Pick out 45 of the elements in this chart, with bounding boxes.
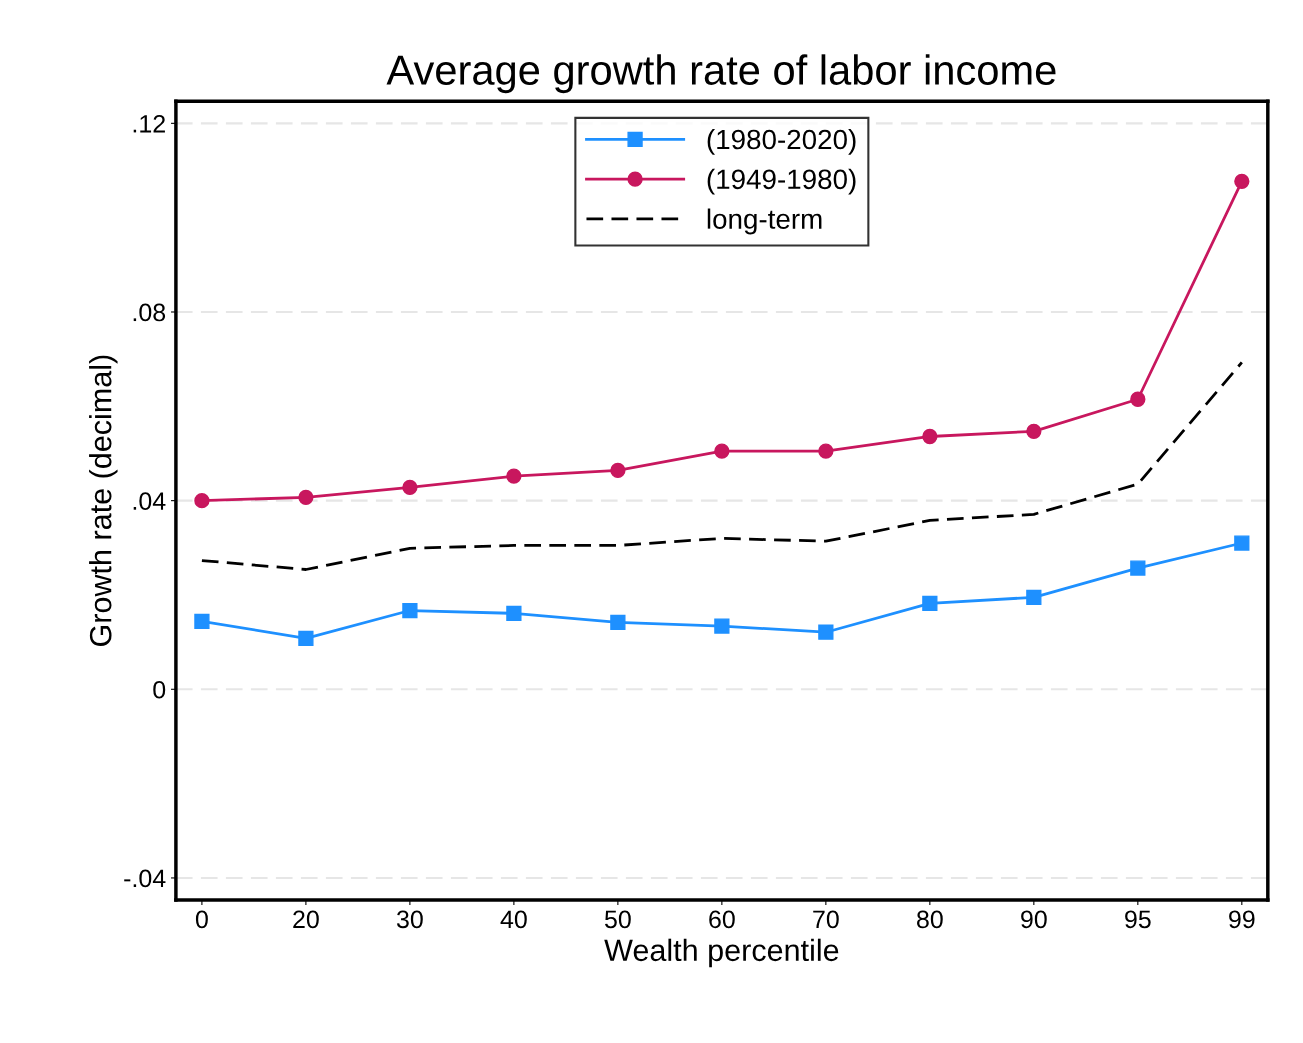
point bbox=[714, 618, 730, 634]
point bbox=[610, 614, 626, 630]
chart-title: Average growth rate of labor income bbox=[386, 54, 1056, 94]
legend-label: (1980-2020) bbox=[707, 128, 856, 155]
point bbox=[506, 605, 522, 621]
point bbox=[922, 595, 938, 612]
point bbox=[922, 428, 938, 445]
point bbox=[1234, 173, 1250, 189]
point bbox=[1130, 560, 1146, 576]
legend-label: long-term bbox=[707, 208, 822, 235]
x-tick-label: 95 bbox=[1125, 910, 1151, 929]
point bbox=[1130, 391, 1146, 407]
line-series bbox=[200, 361, 1244, 571]
x-tick-label: 30 bbox=[396, 910, 423, 929]
point bbox=[506, 468, 522, 484]
point bbox=[1026, 423, 1042, 439]
x-tick-label: 80 bbox=[917, 910, 943, 929]
point bbox=[194, 493, 210, 509]
x-tick-label: 60 bbox=[709, 910, 735, 929]
legend-label: (1949-1980) bbox=[707, 168, 856, 195]
point bbox=[1234, 535, 1250, 551]
y-tick-label: .04 bbox=[133, 492, 166, 510]
x-tick-label: 40 bbox=[500, 910, 527, 929]
y-tick-label: .12 bbox=[133, 114, 165, 133]
y-tick-label: 0 bbox=[153, 680, 166, 699]
point bbox=[298, 489, 314, 505]
y-axis-title: Growth rate (decimal) bbox=[89, 355, 118, 646]
x-tick-label: 0 bbox=[195, 910, 208, 929]
x-axis-title: Wealth percentile bbox=[604, 938, 839, 968]
y-tick-label: .08 bbox=[133, 303, 166, 322]
x-tick-label: 50 bbox=[604, 910, 631, 929]
point bbox=[818, 443, 834, 459]
point bbox=[298, 630, 314, 646]
point bbox=[402, 602, 418, 619]
x-tick-label: 70 bbox=[813, 910, 839, 929]
y-tick-label: -.04 bbox=[124, 869, 166, 888]
x-tick-label: 90 bbox=[1021, 910, 1047, 929]
point bbox=[714, 443, 730, 459]
point bbox=[610, 462, 626, 479]
point bbox=[1026, 589, 1042, 605]
point bbox=[402, 479, 418, 496]
point bbox=[818, 624, 834, 640]
x-tick-label: 20 bbox=[293, 910, 319, 929]
point bbox=[194, 613, 210, 630]
x-tick-label: 99 bbox=[1229, 910, 1255, 929]
